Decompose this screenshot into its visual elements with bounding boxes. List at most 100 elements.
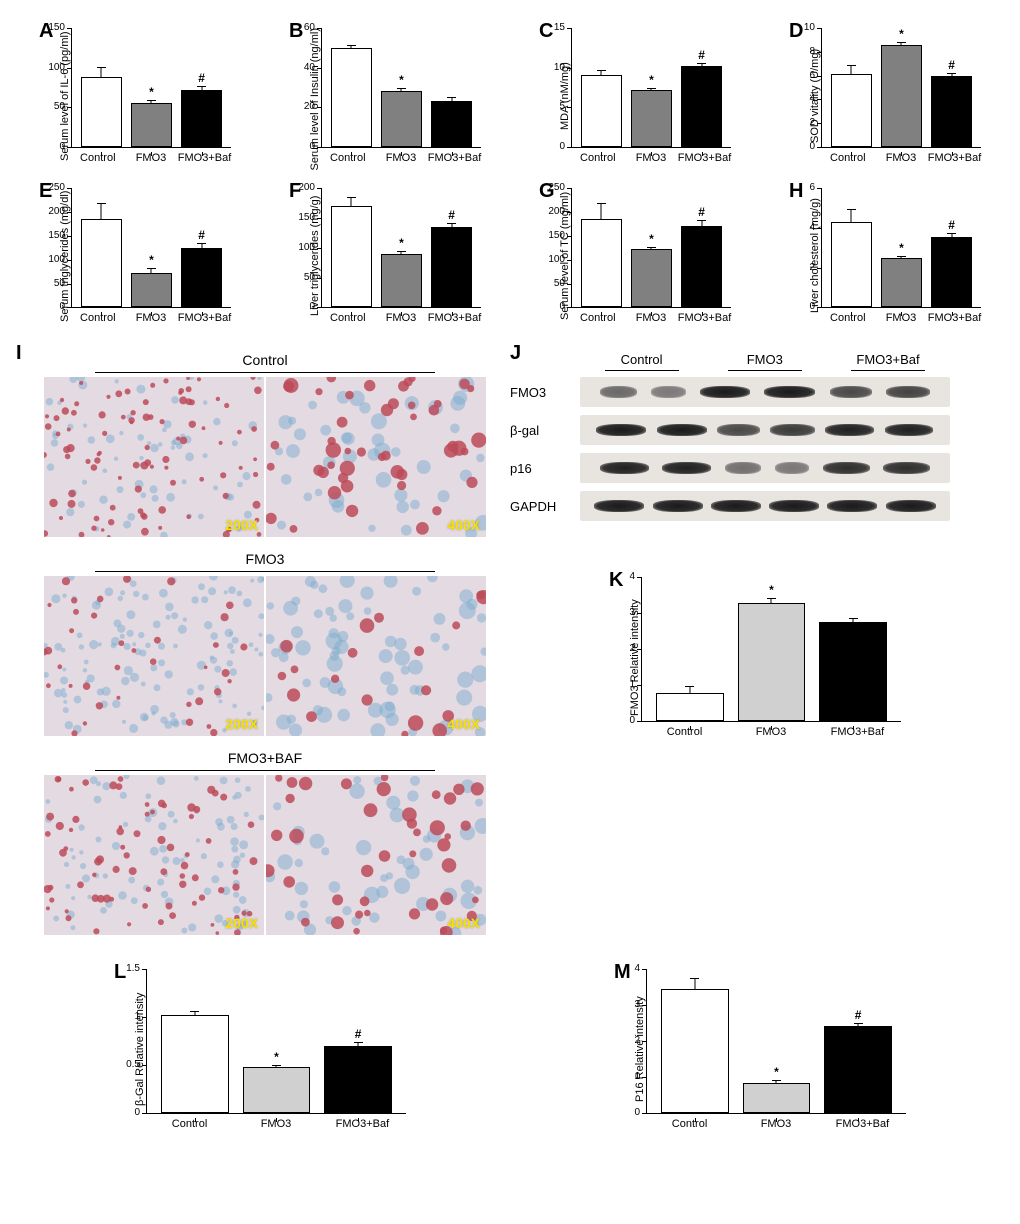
- wb-rows: FMO3 β-gal p16 GAPDH: [580, 377, 1000, 521]
- xlabel-D-0: Control: [821, 152, 874, 164]
- bar-M-1: *: [743, 1083, 810, 1114]
- xlabel-E-2: FMO3+Baf: [178, 312, 231, 324]
- row-E-H: ESerum triglycerides (mg/dl)050100150200…: [10, 180, 1010, 324]
- band-1-1: [657, 424, 707, 436]
- bar-D-1: *: [881, 45, 922, 147]
- micrograph-0-0: 200X: [44, 377, 264, 537]
- bar-G-0: [581, 219, 622, 307]
- band-0-1: [651, 386, 685, 398]
- micrograph-2-0: 200X: [44, 775, 264, 935]
- xlabel-D-2: FMO3+Baf: [928, 152, 981, 164]
- ylabel-M: P16 Relative intensity: [632, 969, 646, 1130]
- wb-row-2: p16: [580, 453, 1000, 483]
- band-0-4: [830, 386, 872, 398]
- band-3-0: [594, 500, 644, 512]
- row-L-M: Lβ-Gal Relative intensity00.511.5*#Contr…: [10, 961, 1010, 1130]
- bar-E-2: #: [181, 248, 222, 308]
- panel-label-M: M: [614, 961, 631, 984]
- bar-K-0: [656, 693, 723, 722]
- panel-C: CMDA (nM/mg)051015*#ControlFMO3FMO3+Baf: [539, 20, 731, 170]
- xlabel-A-2: FMO3+Baf: [178, 152, 231, 164]
- xlabel-M-2: FMO3+Baf: [820, 1118, 906, 1130]
- band-1-0: [596, 424, 646, 436]
- xlabel-F-0: Control: [321, 312, 374, 324]
- bar-E-0: [81, 219, 122, 307]
- band-1-5: [885, 424, 934, 436]
- panel-label-K: K: [609, 569, 623, 592]
- bar-H-1: *: [881, 258, 922, 308]
- panel-E: ESerum triglycerides (mg/dl)050100150200…: [39, 180, 231, 324]
- panel-label-C: C: [539, 20, 553, 43]
- band-1-2: [717, 424, 759, 436]
- micro-group-2: FMO3+BAF 200X 400X: [44, 750, 486, 935]
- xlabel-H-2: FMO3+Baf: [928, 312, 981, 324]
- xlabel-H-0: Control: [821, 312, 874, 324]
- plot-H: 0246*#: [821, 188, 981, 308]
- bar-A-0: [81, 77, 122, 147]
- panel-label-B: B: [289, 20, 303, 43]
- band-3-4: [827, 500, 877, 512]
- xlabel-E-0: Control: [71, 312, 124, 324]
- ylabel-L: β-Gal Relative intensity: [132, 969, 146, 1130]
- bar-F-2: #: [431, 227, 472, 307]
- micrograph-1-1: 400X: [266, 576, 486, 736]
- plot-D: 0246810*#: [821, 28, 981, 148]
- wb-row-1: β-gal: [580, 415, 1000, 445]
- wb-row-3: GAPDH: [580, 491, 1000, 521]
- band-3-2: [711, 500, 761, 512]
- bar-K-1: *: [738, 603, 805, 722]
- xlabel-G-0: Control: [571, 312, 624, 324]
- panel-label-D: D: [789, 20, 803, 43]
- bar-H-0: [831, 222, 872, 307]
- row-A-D: ASerum level of IL-6 (pg/ml)050100150*#C…: [10, 20, 1010, 170]
- band-1-4: [825, 424, 874, 436]
- plot-F: 050100150200*#: [321, 188, 481, 308]
- micrographs-container: Control 200X 400XFMO3 200X 400XFMO3+BAF …: [44, 352, 486, 949]
- panel-J: J ControlFMO3FMO3+Baf FMO3β-galp16GAPDH: [510, 342, 1000, 539]
- bar-M-0: [661, 989, 728, 1113]
- wb-row-0: FMO3: [580, 377, 1000, 407]
- band-0-2: [700, 386, 750, 398]
- bar-F-0: [331, 206, 372, 307]
- panel-I: I Control 200X 400XFMO3 200X 400XFMO3+BA…: [20, 342, 510, 949]
- band-2-5: [883, 462, 930, 474]
- bar-A-1: *: [131, 103, 172, 147]
- panel-label-H: H: [789, 180, 803, 203]
- xlabel-L-0: Control: [147, 1118, 233, 1130]
- bar-L-2: #: [324, 1046, 391, 1113]
- band-0-0: [600, 386, 637, 398]
- band-2-0: [600, 462, 649, 474]
- bar-D-2: #: [931, 76, 972, 147]
- bar-D-0: [831, 74, 872, 147]
- band-0-3: [764, 386, 815, 398]
- xlabel-B-0: Control: [321, 152, 374, 164]
- bar-L-1: *: [243, 1067, 310, 1113]
- bar-G-1: *: [631, 249, 672, 307]
- wb-head-1: FMO3: [703, 352, 826, 377]
- panel-H: HLiver cholesterol (mg/g)0246*#ControlFM…: [789, 180, 981, 324]
- band-0-5: [886, 386, 929, 398]
- bar-H-2: #: [931, 237, 972, 307]
- bar-C-1: *: [631, 90, 672, 147]
- plot-K: 01234*: [641, 577, 901, 722]
- band-3-1: [653, 500, 703, 512]
- band-1-3: [770, 424, 815, 436]
- plot-A: 050100150*#: [71, 28, 231, 148]
- xlabel-M-0: Control: [647, 1118, 733, 1130]
- plot-G: 050100150200250*#: [571, 188, 731, 308]
- bar-B-2: [431, 101, 472, 147]
- wb-headers: ControlFMO3FMO3+Baf: [580, 352, 950, 377]
- panel-A: ASerum level of IL-6 (pg/ml)050100150*#C…: [39, 20, 231, 170]
- panel-F: FLiver triglycerides (mg/g)050100150200*…: [289, 180, 481, 324]
- plot-L: 00.511.5*#: [146, 969, 406, 1114]
- panel-label-L: L: [114, 961, 126, 984]
- western-blot: ControlFMO3FMO3+Baf FMO3 β-gal p16 GAPDH: [510, 342, 1000, 539]
- panel-L: Lβ-Gal Relative intensity00.511.5*#Contr…: [114, 961, 406, 1130]
- micrograph-1-0: 200X: [44, 576, 264, 736]
- xlabel-C-2: FMO3+Baf: [678, 152, 731, 164]
- bar-A-2: #: [181, 90, 222, 147]
- bar-C-0: [581, 75, 622, 147]
- xlabel-G-2: FMO3+Baf: [678, 312, 731, 324]
- bar-F-1: *: [381, 254, 422, 308]
- micrograph-0-1: 400X: [266, 377, 486, 537]
